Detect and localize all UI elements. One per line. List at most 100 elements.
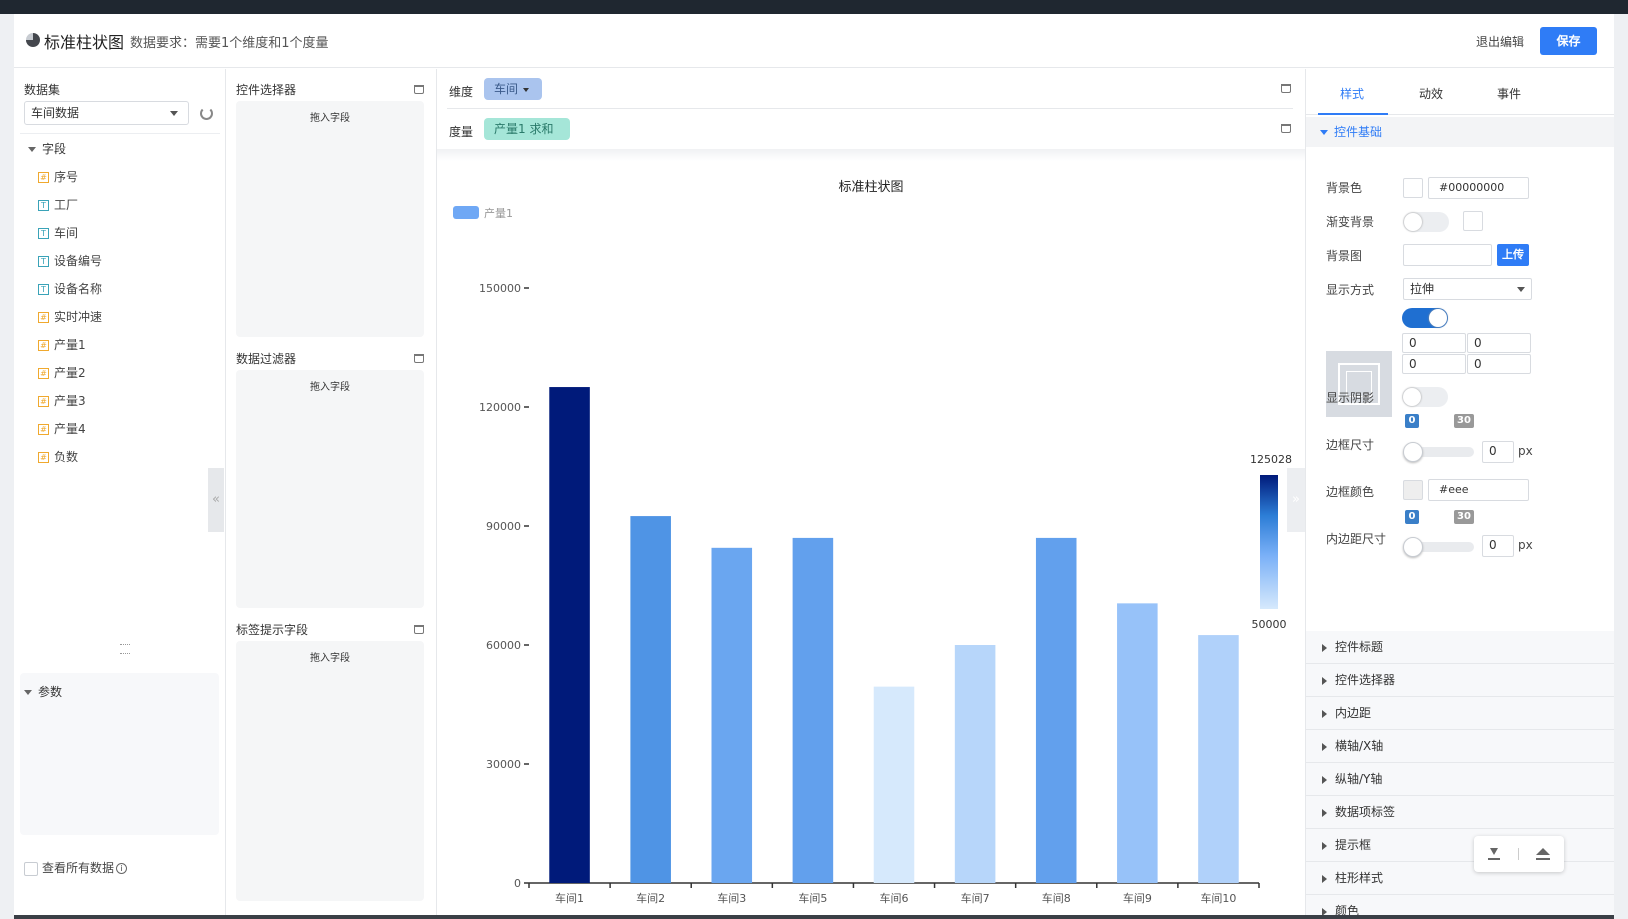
range-min-badge: 0 — [1405, 414, 1419, 428]
field-label: 序号 — [54, 170, 79, 184]
border-size-thumb[interactable] — [1403, 442, 1423, 462]
params-group-toggle[interactable]: 参数 — [24, 683, 62, 700]
shadow-label: 显示阴影 — [1326, 391, 1375, 405]
field-item[interactable]: # 产量4 — [38, 415, 218, 443]
tab-animation[interactable]: 动效 — [1419, 87, 1444, 101]
y-tick-label: 30000 — [486, 758, 521, 771]
field-item[interactable]: T 设备编号 — [38, 247, 218, 275]
border-color-input[interactable]: #eee — [1428, 479, 1529, 501]
style-section-toggle[interactable]: 内边距 — [1306, 697, 1614, 730]
measure-chip[interactable]: 产量1 求和 — [484, 118, 570, 154]
border-size-slider[interactable] — [1412, 447, 1474, 457]
field-item[interactable]: # 实时冲速 — [38, 303, 218, 331]
bg-color-input[interactable]: #00000000 — [1428, 177, 1529, 199]
tooltip-fields-title: 标签提示字段 — [236, 623, 309, 637]
drop-hint: 拖入字段 — [310, 382, 350, 393]
clear-icon[interactable] — [414, 85, 424, 94]
border-size-input[interactable]: 0 — [1482, 441, 1514, 463]
style-section-toggle[interactable]: 颜色 — [1306, 895, 1614, 915]
border-frame — [1338, 363, 1380, 405]
slice-left-input[interactable]: 0 — [1467, 354, 1531, 374]
field-item[interactable]: # 产量2 — [38, 359, 218, 387]
exit-edit-link[interactable]: 退出编辑 — [1476, 35, 1525, 49]
style-section-toggle[interactable]: 数据项标签 — [1306, 796, 1614, 829]
tooltip-fields-dropzone[interactable]: 拖入字段 — [236, 641, 424, 901]
display-mode-select[interactable]: 拉伸 — [1403, 278, 1532, 300]
divider — [1518, 848, 1519, 860]
range-max-badge: 30 — [1454, 414, 1474, 428]
padding-size-slider[interactable] — [1412, 542, 1474, 552]
style-section-label: 控件标题 — [1335, 640, 1384, 654]
style-section-toggle[interactable]: 控件选择器 — [1306, 664, 1614, 697]
clear-icon[interactable] — [414, 354, 424, 363]
bg-image-input[interactable] — [1403, 244, 1492, 266]
slice-bottom-input[interactable]: 0 — [1402, 354, 1466, 374]
fields-group-toggle[interactable]: 字段 — [28, 140, 66, 157]
x-tick-label: 车间7 — [961, 891, 990, 905]
style-section-toggle[interactable]: 横轴/X轴 — [1306, 730, 1614, 763]
refresh-icon[interactable] — [200, 107, 213, 120]
collapse-right-button[interactable]: » — [1287, 468, 1305, 532]
caret-down-icon — [523, 87, 530, 92]
clear-icon[interactable] — [1281, 84, 1291, 93]
download-icon[interactable] — [1488, 848, 1500, 860]
border-color-label: 边框颜色 — [1326, 485, 1375, 499]
slice-top-input[interactable]: 0 — [1402, 333, 1466, 353]
field-item[interactable]: T 车间 — [38, 219, 218, 247]
style-section-toggle[interactable]: 提示框 — [1306, 829, 1614, 862]
border-size-unit: px — [1518, 444, 1533, 458]
field-label: 设备编号 — [54, 254, 103, 268]
divider — [20, 133, 220, 134]
field-item[interactable]: # 负数 — [38, 443, 218, 471]
triangle-right-icon — [1322, 775, 1327, 784]
slice-right-input[interactable]: 0 — [1467, 333, 1531, 353]
clear-icon[interactable] — [414, 625, 424, 634]
info-icon[interactable]: i — [116, 863, 128, 874]
bg-color-swatch[interactable] — [1403, 178, 1423, 198]
chart-editor-modal: 标准柱状图 数据要求：需要1个维度和1个度量 退出编辑 保存 数据集 车间数据 … — [14, 14, 1614, 915]
dataset-select[interactable]: 车间数据 — [24, 101, 189, 125]
visual-map-max-label: 125028 — [1250, 453, 1292, 466]
field-item[interactable]: T 工厂 — [38, 191, 218, 219]
field-label: 产量3 — [54, 394, 86, 408]
style-section-toggle[interactable]: 柱形样式 — [1306, 862, 1614, 895]
padding-size-thumb[interactable] — [1403, 537, 1423, 557]
field-item[interactable]: # 产量3 — [38, 387, 218, 415]
field-item[interactable]: # 产量1 — [38, 331, 218, 359]
collapse-left-button[interactable]: « — [208, 468, 224, 532]
display-mode-value: 拉伸 — [1410, 282, 1435, 296]
section-basic-toggle[interactable]: 控件基础 — [1306, 117, 1614, 147]
border-image-toggle[interactable] — [1402, 308, 1448, 328]
triangle-right-icon — [1322, 874, 1327, 883]
data-filter-dropzone[interactable]: 拖入字段 — [236, 370, 424, 608]
field-item[interactable]: # 序号 — [38, 163, 218, 191]
gradient-bg-toggle[interactable] — [1403, 212, 1449, 232]
caret-down-icon — [1517, 287, 1525, 292]
x-tick-label: 车间8 — [1042, 891, 1071, 905]
style-section-toggle[interactable]: 纵轴/Y轴 — [1306, 763, 1614, 796]
style-section-toggle[interactable]: 控件标题 — [1306, 631, 1614, 664]
clear-icon[interactable] — [1281, 124, 1291, 133]
y-tick-label: 150000 — [479, 282, 521, 295]
upload-button[interactable]: 上传 — [1497, 244, 1529, 266]
triangle-right-icon — [1322, 841, 1327, 850]
tab-style[interactable]: 样式 — [1340, 87, 1365, 101]
field-item[interactable]: T 设备名称 — [38, 275, 218, 303]
resize-grip-icon[interactable] — [120, 653, 130, 656]
control-selector-dropzone[interactable]: 拖入字段 — [236, 101, 424, 337]
divider — [447, 108, 1293, 109]
dimension-chip[interactable]: 车间 — [484, 78, 542, 100]
tab-events[interactable]: 事件 — [1497, 87, 1522, 101]
view-all-data-option[interactable]: 查看所有数据 i — [24, 859, 128, 876]
gradient-color-swatch[interactable] — [1463, 211, 1483, 231]
padding-size-input[interactable]: 0 — [1482, 535, 1514, 557]
shadow-toggle[interactable] — [1402, 387, 1448, 407]
number-field-icon: # — [38, 452, 49, 463]
data-filter-title: 数据过滤器 — [236, 352, 297, 366]
eject-up-icon[interactable] — [1536, 848, 1550, 860]
view-all-checkbox[interactable] — [24, 861, 38, 876]
border-color-swatch[interactable] — [1403, 480, 1423, 500]
save-button[interactable]: 保存 — [1540, 27, 1597, 55]
resize-grip-icon[interactable] — [120, 644, 130, 647]
floating-toolbar — [1474, 836, 1564, 872]
